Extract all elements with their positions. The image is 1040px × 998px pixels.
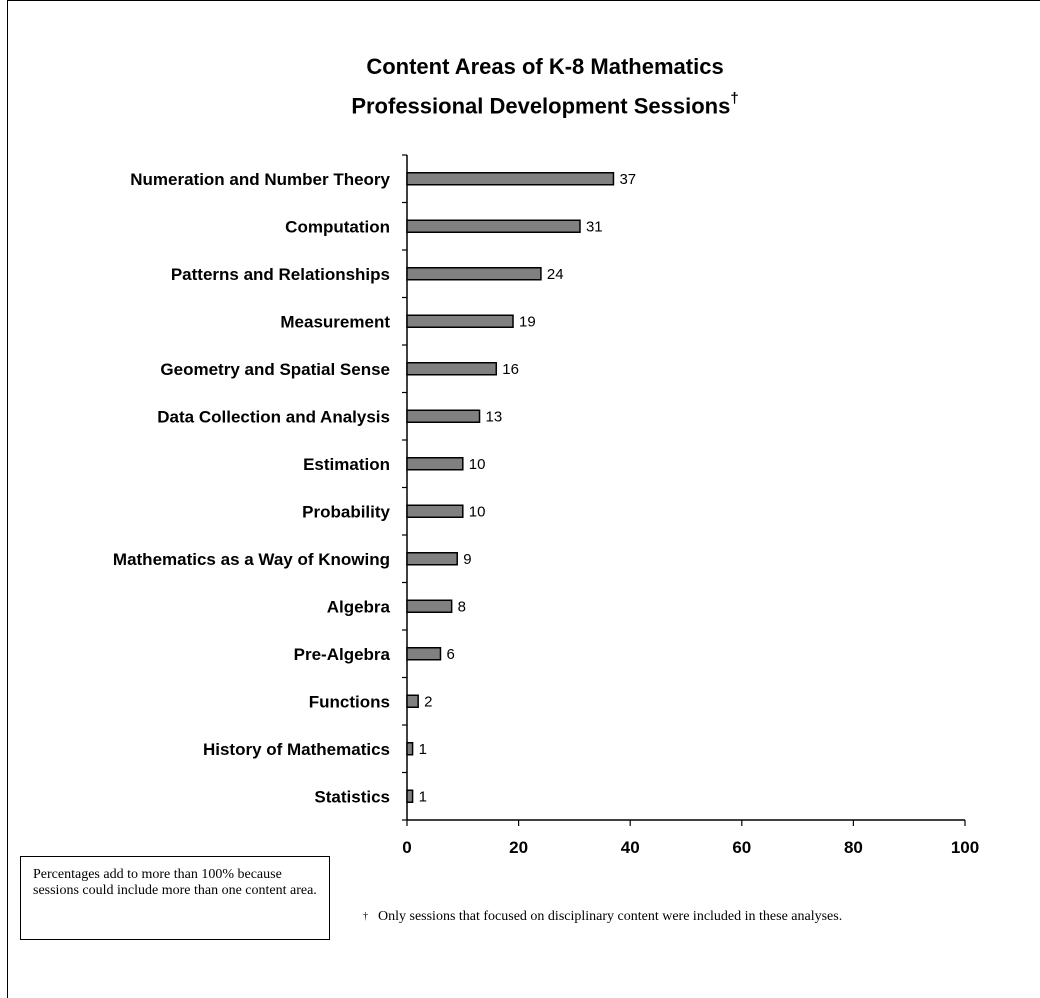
category-label: Pre-Algebra <box>294 645 391 664</box>
x-tick-label: 20 <box>509 838 528 857</box>
data-label: 2 <box>424 693 432 710</box>
data-label: 1 <box>419 788 427 805</box>
data-label: 24 <box>547 266 564 283</box>
category-label: Estimation <box>303 455 390 474</box>
data-label: 16 <box>502 361 519 378</box>
category-label: History of Mathematics <box>203 740 390 759</box>
figure-frame <box>7 0 1040 998</box>
data-label: 9 <box>463 551 471 568</box>
bar <box>406 599 453 613</box>
bar <box>406 172 615 186</box>
footnote: † Only sessions that focused on disciplin… <box>363 905 1033 929</box>
category-label: Data Collection and Analysis <box>157 407 390 426</box>
chart-title: Content Areas of K-8 Mathematics Profess… <box>0 50 1040 123</box>
footnote-dagger-mark: † <box>363 911 368 922</box>
bar <box>406 362 498 376</box>
title-dagger-mark: † <box>730 90 739 107</box>
data-label: 8 <box>458 598 466 615</box>
data-label: 6 <box>446 646 454 663</box>
category-label: Statistics <box>314 787 390 806</box>
bar <box>406 504 464 518</box>
x-tick-label: 100 <box>951 838 979 857</box>
data-label: 10 <box>469 456 486 473</box>
bar <box>406 647 442 661</box>
category-label: Mathematics as a Way of Knowing <box>113 550 390 569</box>
category-label: Algebra <box>327 597 391 616</box>
data-label: 19 <box>519 313 536 330</box>
x-tick-label: 60 <box>732 838 751 857</box>
data-label: 13 <box>486 408 503 425</box>
bar <box>406 789 414 803</box>
bar <box>406 552 458 566</box>
category-label: Functions <box>309 692 390 711</box>
x-tick-label: 0 <box>402 838 411 857</box>
x-axis-label: Percent of Sessions <box>570 878 733 880</box>
data-label: 37 <box>619 171 636 188</box>
data-label: 1 <box>419 741 427 758</box>
footnote-text: Only sessions that focused on disciplina… <box>378 909 843 924</box>
chart-title-line2-text: Professional Development Sessions <box>351 93 731 119</box>
x-tick-label: 40 <box>621 838 640 857</box>
bar <box>406 267 542 281</box>
x-tick-label: 80 <box>844 838 863 857</box>
category-label: Patterns and Relationships <box>171 265 390 284</box>
category-label: Measurement <box>280 312 390 331</box>
chart-title-line1: Content Areas of K-8 Mathematics <box>366 54 724 79</box>
data-label: 10 <box>469 503 486 520</box>
category-label: Geometry and Spatial Sense <box>160 360 390 379</box>
category-label: Probability <box>302 502 390 521</box>
bar <box>406 409 481 423</box>
chart-title-line2: Professional Development Sessions† <box>0 84 1040 123</box>
category-label: Computation <box>285 217 390 236</box>
bar <box>406 694 419 708</box>
note-box: Percentages add to more than 100% becaus… <box>20 856 330 940</box>
data-label: 31 <box>586 218 603 235</box>
bar <box>406 314 514 328</box>
bar-chart: 0 20 40 60 80 100 Percent of Sessions Numeratio… <box>113 154 979 880</box>
bar <box>406 742 414 756</box>
bar <box>406 219 581 233</box>
category-label: Numeration and Number Theory <box>130 170 390 189</box>
bar <box>406 457 464 471</box>
